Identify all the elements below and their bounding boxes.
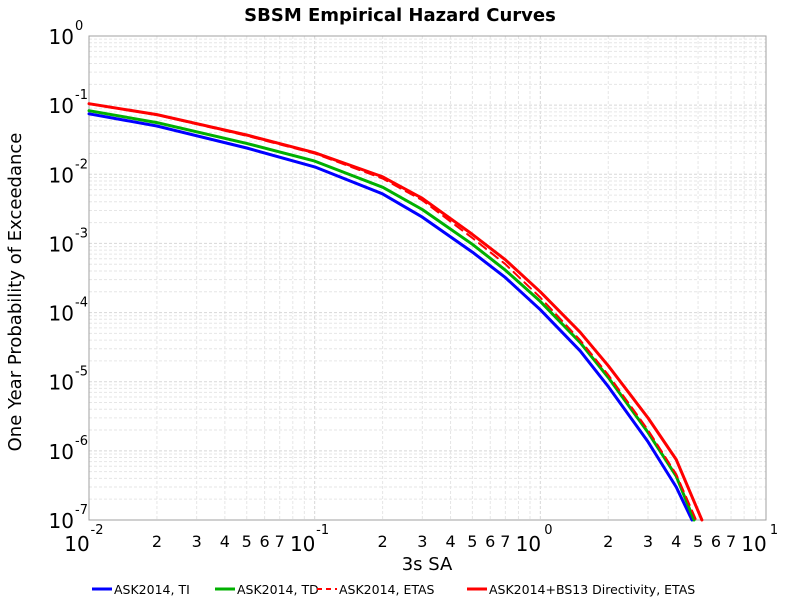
- y-major-tick-base: 10: [49, 25, 74, 49]
- legend-item: ASK2014+BS13 Directivity, ETAS: [467, 582, 695, 597]
- y-major-tick: 10 -4: [49, 296, 88, 326]
- x-minor-tick-label: 5: [467, 532, 477, 551]
- series-group: [87, 102, 704, 522]
- x-minor-tick-label: 6: [711, 532, 721, 551]
- x-minor-tick-label: 3: [192, 532, 202, 551]
- plot-area-frame: [88, 35, 767, 521]
- y-major-tick: 10 -3: [49, 226, 88, 256]
- x-major-tick: 10 1: [741, 523, 778, 556]
- x-minor-tick-label: 5: [242, 532, 252, 551]
- y-major-tick-exponent: -3: [75, 226, 88, 241]
- y-major-tick: 10 -2: [49, 157, 88, 187]
- legend-item: ASK2014, TD: [215, 582, 319, 597]
- x-minor-tick-label: 3: [417, 532, 427, 551]
- x-major-tick-base: 10: [741, 532, 766, 556]
- series-line-2: [87, 109, 696, 522]
- y-major-tick-base: 10: [49, 440, 74, 464]
- legend-item: ASK2014, TI: [92, 582, 190, 597]
- y-axis-label: One Year Probability of Exceedance: [5, 133, 26, 452]
- y-major-tick: 10 -7: [49, 503, 88, 533]
- y-major-tick-exponent: -5: [75, 365, 88, 380]
- x-major-tick-exponent: -1: [316, 523, 329, 538]
- legend-item: ASK2014, ETAS: [317, 582, 435, 597]
- chart-title: SBSM Empirical Hazard Curves: [244, 5, 556, 26]
- x-major-tick-base: 10: [64, 532, 89, 556]
- y-major-tick-exponent: 0: [75, 19, 83, 34]
- legend-label: ASK2014, TD: [237, 582, 319, 597]
- x-major-tick-exponent: -2: [91, 523, 104, 538]
- x-minor-tick-label: 4: [220, 532, 230, 551]
- x-minor-tick-label: 6: [485, 532, 495, 551]
- y-major-tick-base: 10: [49, 232, 74, 256]
- legend-label: ASK2014+BS13 Directivity, ETAS: [489, 582, 695, 597]
- legend-label: ASK2014, ETAS: [339, 582, 435, 597]
- y-major-tick-base: 10: [49, 371, 74, 395]
- series-line-1: [87, 112, 694, 522]
- x-major-tick-base: 10: [290, 532, 315, 556]
- series-line-4: [87, 102, 704, 522]
- x-axis-label: 3s SA: [402, 554, 453, 575]
- x-minor-tick-label: 2: [603, 532, 613, 551]
- x-minor-tick-label: 3: [643, 532, 653, 551]
- y-major-tick-exponent: -2: [75, 157, 88, 172]
- x-minor-tick-label: 5: [693, 532, 703, 551]
- y-major-tick: 10 -5: [49, 365, 88, 395]
- y-major-tick-exponent: -7: [75, 503, 88, 518]
- y-major-tick-exponent: -4: [75, 296, 88, 311]
- x-minor-tick-label: 2: [152, 532, 162, 551]
- y-major-tick: 10 -6: [49, 434, 88, 464]
- legend-label: ASK2014, TI: [114, 582, 190, 597]
- x-major-tick: 100: [516, 523, 553, 556]
- x-major-tick-base: 10: [516, 532, 541, 556]
- x-minor-tick-label: 6: [260, 532, 270, 551]
- grid: [89, 36, 766, 520]
- legend: ASK2014, TI ASK2014, TD ASK2014, ETAS ASK20…: [92, 582, 695, 597]
- y-major-tick-base: 10: [49, 163, 74, 187]
- x-minor-tick-label: 7: [275, 532, 285, 551]
- y-major-tick-base: 10: [49, 302, 74, 326]
- y-major-tick-exponent: -1: [75, 88, 88, 103]
- x-minor-tick-label: 7: [500, 532, 510, 551]
- y-major-tick: 10 0: [49, 19, 84, 49]
- x-major-tick-exponent: 1: [770, 523, 778, 538]
- x-minor-tick-label: 7: [726, 532, 736, 551]
- x-major-tick: 10-2: [64, 523, 103, 556]
- y-major-tick-base: 10: [49, 94, 74, 118]
- y-major-tick-exponent: -6: [75, 434, 88, 449]
- x-minor-tick-label: 2: [378, 532, 388, 551]
- x-major-tick: 10-1: [290, 523, 329, 556]
- x-minor-tick-label: 4: [445, 532, 455, 551]
- y-major-tick-base: 10: [49, 509, 74, 533]
- x-major-tick-exponent: 0: [544, 523, 552, 538]
- y-major-tick: 10 -1: [49, 88, 88, 118]
- x-minor-tick-label: 4: [671, 532, 681, 551]
